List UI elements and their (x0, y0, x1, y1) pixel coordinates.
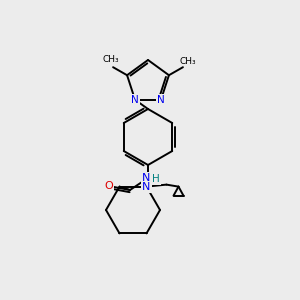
Text: H: H (152, 174, 160, 184)
Text: N: N (157, 95, 165, 105)
Text: CH₃: CH₃ (180, 57, 196, 66)
Text: O: O (105, 181, 113, 191)
Text: N: N (131, 95, 139, 105)
Text: N: N (142, 182, 151, 192)
Text: N: N (142, 173, 150, 183)
Text: CH₃: CH₃ (103, 55, 119, 64)
